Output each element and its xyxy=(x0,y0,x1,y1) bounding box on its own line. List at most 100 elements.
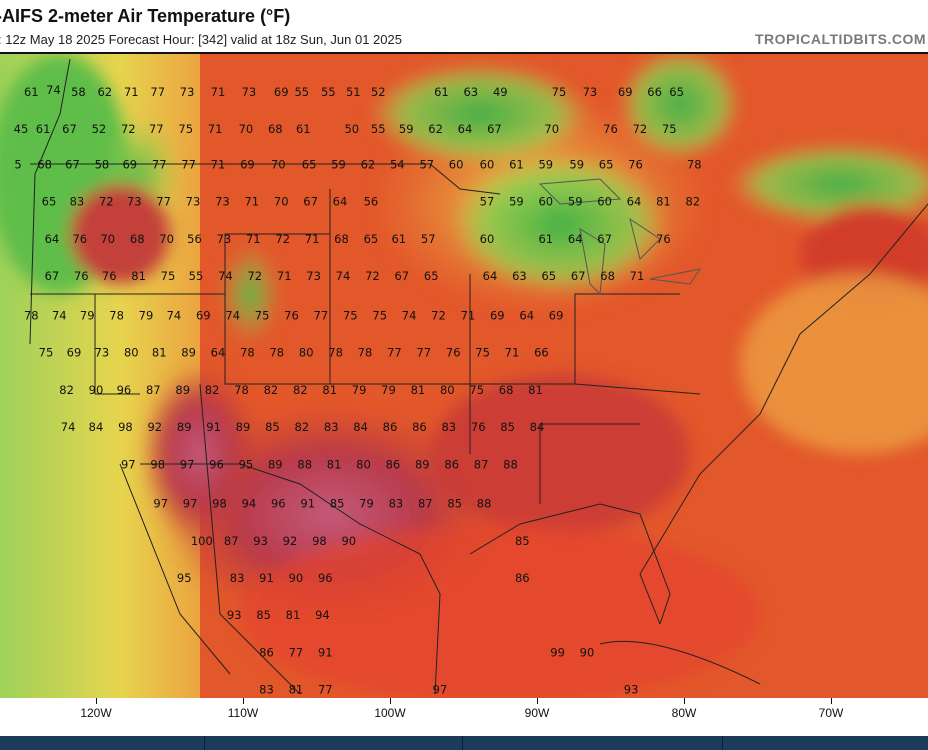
temperature-value: 70 xyxy=(100,232,115,246)
longitude-tick xyxy=(96,698,97,704)
temperature-value: 73 xyxy=(242,85,257,99)
temperature-value: 86 xyxy=(444,457,459,471)
oregon-hot-zone xyxy=(70,184,170,284)
temperature-value: 84 xyxy=(530,420,545,434)
temperature-value: 91 xyxy=(300,497,315,511)
temperature-value: 84 xyxy=(353,420,368,434)
temperature-value: 50 xyxy=(344,122,359,136)
temperature-value: 70 xyxy=(159,232,174,246)
temperature-value: 84 xyxy=(89,420,104,434)
temperature-value: 72 xyxy=(633,122,648,136)
temperature-value: 78 xyxy=(24,308,39,322)
temperature-value: 62 xyxy=(361,157,376,171)
temperature-value: 64 xyxy=(568,232,583,246)
temperature-value: 80 xyxy=(299,346,314,360)
temperature-value: 79 xyxy=(359,497,374,511)
west-coast-line xyxy=(29,58,71,345)
temperature-value: 64 xyxy=(483,269,498,283)
temperature-value: 76 xyxy=(471,420,486,434)
temperature-value: 96 xyxy=(271,497,286,511)
temperature-value: 57 xyxy=(421,232,436,246)
temperature-value: 73 xyxy=(217,232,232,246)
temperature-value: 64 xyxy=(458,122,473,136)
temperature-value: 78 xyxy=(269,346,284,360)
temperature-value: 69 xyxy=(618,85,633,99)
temperature-value: 72 xyxy=(275,232,290,246)
temperature-value: 75 xyxy=(372,308,387,322)
temperature-value: 80 xyxy=(440,383,455,397)
temperature-value: 85 xyxy=(447,497,462,511)
temperature-value: 74 xyxy=(52,308,67,322)
temperature-value: 81 xyxy=(152,346,167,360)
temperature-value: 98 xyxy=(212,497,227,511)
temperature-value: 61 xyxy=(434,85,449,99)
temperature-value: 67 xyxy=(45,269,60,283)
temperature-value: 65 xyxy=(302,157,317,171)
temperature-value: 98 xyxy=(150,457,165,471)
temperature-value: 67 xyxy=(303,195,318,209)
temperature-value: 86 xyxy=(383,420,398,434)
temperature-value: 67 xyxy=(65,157,80,171)
temperature-value: 87 xyxy=(224,534,239,548)
temperature-value: 82 xyxy=(293,383,308,397)
temperature-value: 76 xyxy=(656,232,671,246)
temperature-value: 60 xyxy=(597,195,612,209)
temperature-value: 75 xyxy=(552,85,567,99)
temperature-value: 98 xyxy=(118,420,133,434)
temperature-value: 59 xyxy=(569,157,584,171)
temperature-value: 81 xyxy=(411,383,426,397)
temperature-value: 61 xyxy=(296,122,311,136)
temperature-value: 89 xyxy=(268,457,283,471)
temperature-value: 100 xyxy=(191,534,213,548)
temperature-value: 66 xyxy=(647,85,662,99)
canada-us-border xyxy=(30,163,501,195)
temperature-value: 75 xyxy=(475,346,490,360)
temperature-value: 81 xyxy=(286,608,301,622)
temperature-value: 76 xyxy=(628,157,643,171)
temperature-value: 68 xyxy=(499,383,514,397)
temperature-value: 65 xyxy=(599,157,614,171)
temperature-value: 60 xyxy=(480,232,495,246)
temperature-value: 68 xyxy=(130,232,145,246)
temperature-value: 52 xyxy=(371,85,386,99)
map-header: -AIFS 2-meter Air Temperature (°F) : 12z… xyxy=(0,0,928,52)
temperature-value: 85 xyxy=(330,497,345,511)
temperature-value: 81 xyxy=(289,683,304,697)
temperature-value: 89 xyxy=(175,383,190,397)
temperature-value: 91 xyxy=(318,646,333,660)
temperature-value: 75 xyxy=(161,269,176,283)
temperature-value: 89 xyxy=(181,346,196,360)
longitude-label: 100W xyxy=(374,706,406,720)
temperature-value: 77 xyxy=(149,122,164,136)
longitude-label: 80W xyxy=(671,706,697,720)
temperature-value: 86 xyxy=(386,457,401,471)
temperature-value: 97 xyxy=(183,497,198,511)
temperature-value: 71 xyxy=(211,157,226,171)
temperature-value: 99 xyxy=(550,646,565,660)
temperature-value: 71 xyxy=(211,85,226,99)
mexico-border xyxy=(140,463,441,695)
temperature-value: 87 xyxy=(474,457,489,471)
lake-superior xyxy=(538,178,622,205)
temperature-value: 95 xyxy=(239,457,254,471)
temperature-value: 72 xyxy=(431,308,446,322)
temperature-value: 71 xyxy=(208,122,223,136)
temperature-value: 73 xyxy=(306,269,321,283)
footer-divider xyxy=(204,736,205,750)
baja-coast-line xyxy=(119,463,231,675)
footer-bar xyxy=(0,736,928,750)
temperature-value: 72 xyxy=(121,122,136,136)
cuba-outline xyxy=(599,640,761,685)
temperature-value: 88 xyxy=(477,497,492,511)
temperature-value: 97 xyxy=(121,457,136,471)
temperature-value: 76 xyxy=(72,232,87,246)
temperature-value: 65 xyxy=(541,269,556,283)
longitude-axis: 120W 110W 100W 90W 80W 70W xyxy=(0,698,928,736)
temperature-value: 81 xyxy=(322,383,337,397)
temperature-value: 72 xyxy=(365,269,380,283)
temperature-value: 88 xyxy=(297,457,312,471)
temperature-value: 59 xyxy=(399,122,414,136)
temperature-value: 64 xyxy=(627,195,642,209)
temperature-value: 76 xyxy=(603,122,618,136)
longitude-tick xyxy=(537,698,538,704)
